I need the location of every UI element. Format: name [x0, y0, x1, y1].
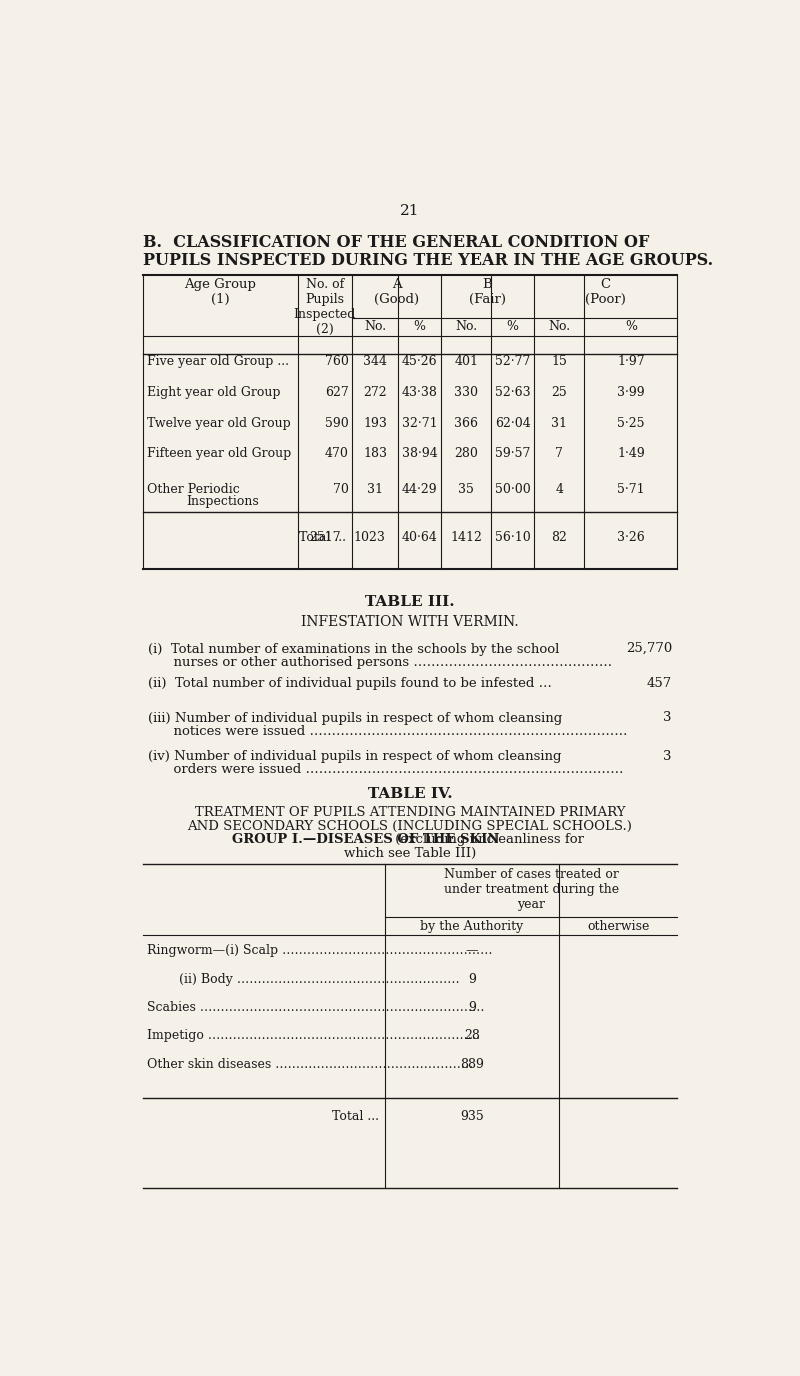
Text: (i)  Total number of examinations in the schools by the school: (i) Total number of examinations in the … — [148, 643, 559, 655]
Text: %: % — [625, 319, 637, 333]
Text: 45·26: 45·26 — [402, 355, 438, 367]
Text: 25: 25 — [551, 385, 567, 399]
Text: 70: 70 — [333, 483, 349, 495]
Text: 1·49: 1·49 — [617, 447, 645, 461]
Text: 935: 935 — [460, 1109, 484, 1123]
Text: Inspections: Inspections — [186, 495, 258, 509]
Text: A
(Good): A (Good) — [374, 278, 419, 307]
Text: 401: 401 — [454, 355, 478, 367]
Text: Other skin diseases …………………………………………: Other skin diseases ………………………………………… — [147, 1058, 474, 1071]
Text: Fifteen year old Group: Fifteen year old Group — [147, 447, 291, 461]
Text: (iii) Number of individual pupils in respect of whom cleansing: (iii) Number of individual pupils in res… — [148, 711, 562, 725]
Text: 25,770: 25,770 — [626, 643, 672, 655]
Text: 62·04: 62·04 — [495, 417, 530, 429]
Text: (ii) Body ………………………………………………: (ii) Body ……………………………………………… — [147, 973, 460, 985]
Text: Eight year old Group: Eight year old Group — [147, 385, 281, 399]
Text: No.: No. — [455, 319, 478, 333]
Text: (iv) Number of individual pupils in respect of whom cleansing: (iv) Number of individual pupils in resp… — [148, 750, 562, 764]
Text: C
(Poor): C (Poor) — [586, 278, 626, 307]
Text: notices were issued ………………………………………………………………: notices were issued ……………………………………………………… — [148, 725, 627, 738]
Text: Age Group
(1): Age Group (1) — [184, 278, 256, 307]
Text: No.: No. — [364, 319, 386, 333]
Text: 28: 28 — [464, 1029, 480, 1043]
Text: INFESTATION WITH VERMIN.: INFESTATION WITH VERMIN. — [301, 615, 519, 629]
Text: 1412: 1412 — [450, 531, 482, 544]
Text: by the Authority: by the Authority — [420, 919, 524, 933]
Text: 31: 31 — [367, 483, 383, 495]
Text: 38·94: 38·94 — [402, 447, 438, 461]
Text: TABLE IV.: TABLE IV. — [368, 787, 452, 801]
Text: 50·00: 50·00 — [495, 483, 530, 495]
Text: which see Table III): which see Table III) — [344, 848, 476, 860]
Text: 889: 889 — [460, 1058, 484, 1071]
Text: Total ...: Total ... — [298, 531, 346, 544]
Text: 35: 35 — [458, 483, 474, 495]
Text: 590: 590 — [325, 417, 349, 429]
Text: otherwise: otherwise — [587, 919, 650, 933]
Text: 9: 9 — [468, 973, 476, 985]
Text: 7: 7 — [555, 447, 563, 461]
Text: orders were issued ………………………………………………………………: orders were issued ………………………………………………………… — [148, 764, 623, 776]
Text: 52·77: 52·77 — [495, 355, 530, 367]
Text: 56·10: 56·10 — [495, 531, 530, 544]
Text: 193: 193 — [363, 417, 387, 429]
Text: AND SECONDARY SCHOOLS (INCLUDING SPECIAL SCHOOLS.): AND SECONDARY SCHOOLS (INCLUDING SPECIAL… — [187, 820, 633, 832]
Text: Other Periodic: Other Periodic — [147, 483, 240, 497]
Text: 3·26: 3·26 — [617, 531, 645, 544]
Text: %: % — [414, 319, 426, 333]
Text: Impetigo …………………………………………………………: Impetigo ………………………………………………………… — [147, 1029, 480, 1043]
Text: —: — — [466, 944, 478, 958]
Text: (ii)  Total number of individual pupils found to be infested …: (ii) Total number of individual pupils f… — [148, 677, 552, 691]
Text: No.: No. — [548, 319, 570, 333]
Text: Twelve year old Group: Twelve year old Group — [147, 417, 291, 429]
Text: 470: 470 — [325, 447, 349, 461]
Text: GROUP I.—DISEASES OF THE SKIN: GROUP I.—DISEASES OF THE SKIN — [232, 834, 499, 846]
Text: 82: 82 — [551, 531, 567, 544]
Text: 366: 366 — [454, 417, 478, 429]
Text: B
(Fair): B (Fair) — [469, 278, 506, 307]
Text: 272: 272 — [363, 385, 387, 399]
Text: 627: 627 — [325, 385, 349, 399]
Text: 4: 4 — [555, 483, 563, 495]
Text: 52·63: 52·63 — [495, 385, 530, 399]
Text: PUPILS INSPECTED DURING THE YEAR IN THE AGE GROUPS.: PUPILS INSPECTED DURING THE YEAR IN THE … — [142, 252, 713, 270]
Text: 1·97: 1·97 — [617, 355, 645, 367]
Text: 21: 21 — [400, 204, 420, 217]
Text: No. of
Pupils
Inspected
(2): No. of Pupils Inspected (2) — [294, 278, 356, 336]
Text: Scabies ……………………………………………………………: Scabies …………………………………………………………… — [147, 1000, 485, 1014]
Text: 15: 15 — [551, 355, 567, 367]
Text: 3: 3 — [663, 750, 672, 762]
Text: 3·99: 3·99 — [617, 385, 645, 399]
Text: 344: 344 — [363, 355, 387, 367]
Text: nurses or other authorised persons ………………………………………: nurses or other authorised persons ……………… — [148, 655, 612, 669]
Text: TABLE III.: TABLE III. — [365, 594, 455, 608]
Text: (excluding uncleanliness for: (excluding uncleanliness for — [391, 834, 585, 846]
Text: 760: 760 — [325, 355, 349, 367]
Text: 2517: 2517 — [309, 531, 341, 544]
Text: B.  CLASSIFICATION OF THE GENERAL CONDITION OF: B. CLASSIFICATION OF THE GENERAL CONDITI… — [142, 234, 649, 252]
Text: 44·29: 44·29 — [402, 483, 438, 495]
Text: 457: 457 — [646, 677, 672, 689]
Text: 183: 183 — [363, 447, 387, 461]
Text: TREATMENT OF PUPILS ATTENDING MAINTAINED PRIMARY: TREATMENT OF PUPILS ATTENDING MAINTAINED… — [194, 806, 626, 819]
Text: 43·38: 43·38 — [402, 385, 438, 399]
Text: 1023: 1023 — [354, 531, 386, 544]
Text: 9: 9 — [468, 1000, 476, 1014]
Text: Ringworm—(i) Scalp ……………………………………………: Ringworm—(i) Scalp …………………………………………… — [147, 944, 493, 958]
Text: 280: 280 — [454, 447, 478, 461]
Text: 32·71: 32·71 — [402, 417, 438, 429]
Text: 40·64: 40·64 — [402, 531, 438, 544]
Text: 59·57: 59·57 — [495, 447, 530, 461]
Text: 5·25: 5·25 — [617, 417, 645, 429]
Text: 5·71: 5·71 — [617, 483, 645, 495]
Text: Number of cases treated or
under treatment during the
year: Number of cases treated or under treatme… — [444, 868, 619, 911]
Text: Five year old Group ...: Five year old Group ... — [147, 355, 290, 367]
Text: 3: 3 — [663, 711, 672, 725]
Text: 330: 330 — [454, 385, 478, 399]
Text: 31: 31 — [551, 417, 567, 429]
Text: Total ...: Total ... — [332, 1109, 379, 1123]
Text: %: % — [506, 319, 518, 333]
